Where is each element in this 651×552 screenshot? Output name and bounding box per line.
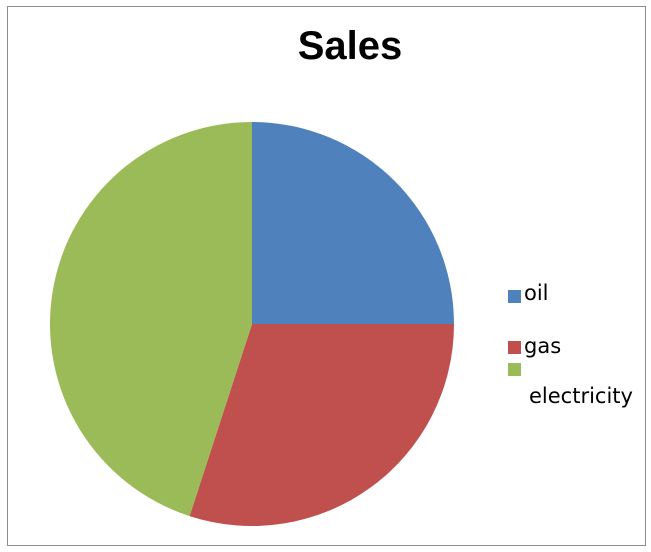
pie-slice-electricity	[50, 122, 252, 517]
legend-swatch-oil	[508, 290, 521, 303]
legend-swatch-gas	[508, 341, 521, 354]
legend-label-oil: oil	[524, 281, 549, 305]
legend-label-gas: gas	[524, 334, 562, 358]
chart-title: Sales	[297, 24, 403, 68]
legend-label-electricity: electricity	[529, 384, 633, 408]
pie-slices	[50, 122, 455, 526]
pie-slice-oil	[252, 122, 454, 324]
legend-swatch-electricity	[508, 363, 521, 376]
pie-slice-gas	[189, 324, 455, 526]
